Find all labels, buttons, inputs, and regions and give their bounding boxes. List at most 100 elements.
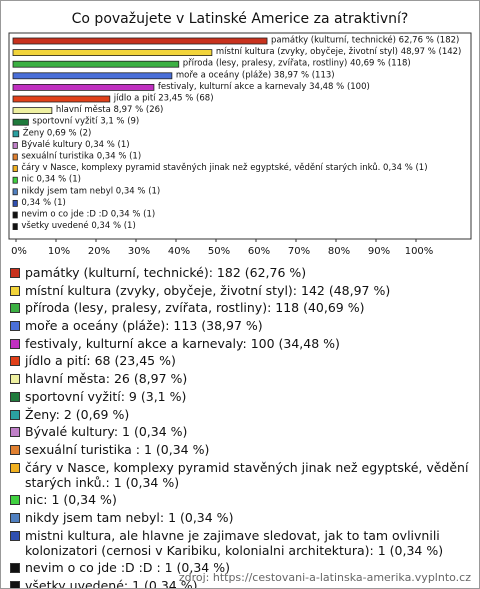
legend-swatch xyxy=(10,581,20,588)
legend-label: Bývalé kultury: 1 (0,34 %) xyxy=(25,424,188,440)
value-label: památky (kulturní, technické) 62,76 % (1… xyxy=(271,35,459,46)
legend-label: mistni kultura, ale hlavne je zajimave s… xyxy=(25,527,444,558)
bar xyxy=(12,188,18,196)
x-tick-label: 100% xyxy=(405,246,434,257)
legend-label: čáry v Nasce, komplexy pyramid stavěných… xyxy=(25,459,469,490)
legend-label: jídlo a pití: 68 (23,45 %) xyxy=(25,353,176,369)
legend-swatch xyxy=(10,374,20,385)
legend-label: příroda (lesy, pralesy, zvířata, rostlin… xyxy=(25,300,365,316)
bar xyxy=(12,107,53,114)
value-label: nevim o co jde :D :D 0,34 % (1) xyxy=(21,210,155,220)
legend-item: sexuální turistika : 1 (0,34 %) xyxy=(9,442,471,457)
x-tick-label: 70% xyxy=(288,246,310,257)
legend-label: hlavní města: 26 (8,97 %) xyxy=(25,371,188,387)
value-label: Ženy 0,69 % (2) xyxy=(23,126,92,138)
legend-item: nic: 1 (0,34 %) xyxy=(9,492,471,507)
bar xyxy=(12,84,155,91)
legend-swatch xyxy=(10,321,20,332)
legend-item: místní kultura (zvyky, obyčeje, životní … xyxy=(9,283,471,298)
legend-swatch xyxy=(10,285,20,296)
bar xyxy=(12,211,18,219)
chart: Co považujete v Latinské Americe za atra… xyxy=(8,11,472,257)
legend-swatch xyxy=(10,444,20,455)
value-label: sportovní vyžití 3,1 % (9) xyxy=(32,117,139,127)
legend-item: Bývalé kultury: 1 (0,34 %) xyxy=(9,424,471,439)
legend-swatch xyxy=(10,427,20,438)
legend-label: všetky uvedené: 1 (0,34 %) xyxy=(25,578,198,589)
legend-label: nevim o co jde :D :D : 1 (0,34 %) xyxy=(25,560,230,576)
bar xyxy=(12,165,18,173)
bar xyxy=(12,223,18,231)
bar xyxy=(12,141,18,149)
source: zdroj: https://cestovani-a-latinska-amer… xyxy=(178,571,471,584)
legend-swatch xyxy=(10,530,20,541)
value-label: čáry v Nasce, komplexy pyramid stavěných… xyxy=(21,162,427,173)
value-label: místní kultura (zvyky, obyčeje, životní … xyxy=(216,46,461,57)
value-label: Bývalé kultury 0,34 % (1) xyxy=(21,139,129,150)
legend-label: místní kultura (zvyky, obyčeje, životní … xyxy=(25,282,391,298)
legend-swatch xyxy=(10,495,20,506)
value-label: 0,34 % (1) xyxy=(21,198,65,208)
chart-title: Co považujete v Latinské Americe za atra… xyxy=(72,11,409,27)
bar xyxy=(12,72,173,80)
legend-label: nikdy jsem tam nebyl: 1 (0,34 %) xyxy=(25,509,234,525)
bar xyxy=(12,37,268,45)
bar xyxy=(12,153,18,161)
x-tick-label: 50% xyxy=(208,246,230,257)
legend-item: festivaly, kulturní akce a karnevaly: 10… xyxy=(9,336,471,351)
legend-label: památky (kulturní, technické): 182 (62,7… xyxy=(25,265,307,280)
legend-item: mistni kultura, ale hlavne je zajimave s… xyxy=(9,528,471,558)
value-label: moře a oceány (pláže) 38,97 % (113) xyxy=(176,70,335,80)
value-label: hlavní města 8,97 % (26) xyxy=(56,105,163,115)
legend-item: příroda (lesy, pralesy, zvířata, rostlin… xyxy=(9,300,471,315)
legend-item: památky (kulturní, technické): 182 (62,7… xyxy=(9,265,471,280)
x-tick-label: 40% xyxy=(168,246,190,257)
legend-item: moře a oceány (pláže): 113 (38,97 %) xyxy=(9,318,471,333)
legend-swatch xyxy=(10,409,20,420)
legend-swatch xyxy=(10,563,20,574)
legend-swatch xyxy=(10,338,20,349)
bar xyxy=(12,199,18,207)
legend-item: nikdy jsem tam nebyl: 1 (0,34 %) xyxy=(9,510,471,525)
legend-item: jídlo a pití: 68 (23,45 %) xyxy=(9,353,471,368)
bar xyxy=(12,60,180,68)
legend-swatch xyxy=(10,462,20,473)
value-label: jídlo a pití 23,45 % (68) xyxy=(113,94,214,104)
legend-item: hlavní města: 26 (8,97 %) xyxy=(9,371,471,386)
value-label: nic 0,34 % (1) xyxy=(21,175,81,185)
legend-item: čáry v Nasce, komplexy pyramid stavěných… xyxy=(9,460,471,490)
legend-label: festivaly, kulturní akce a karnevaly: 10… xyxy=(25,335,340,351)
x-tick-label: 20% xyxy=(88,246,110,257)
legend-swatch xyxy=(10,268,20,278)
x-tick-label: 30% xyxy=(128,246,150,257)
legend-swatch xyxy=(10,356,20,367)
legend: památky (kulturní, technické): 182 (62,7… xyxy=(9,265,471,589)
value-label: všetky uvedené 0,34 % (1) xyxy=(21,220,135,231)
bar xyxy=(12,130,20,138)
bar xyxy=(12,176,18,184)
legend-swatch xyxy=(10,391,20,402)
bar xyxy=(12,49,213,56)
value-label: příroda (lesy, pralesy, zvířata, rostlin… xyxy=(183,59,411,69)
x-tick-label: 90% xyxy=(368,246,390,257)
legend-swatch xyxy=(10,512,20,523)
value-label: festivaly, kulturní akce a karnevaly 34,… xyxy=(158,82,370,92)
bar xyxy=(12,118,29,126)
x-tick-label: 10% xyxy=(48,246,70,257)
x-tick-label: 60% xyxy=(248,246,270,257)
legend-label: Ženy: 2 (0,69 %) xyxy=(25,406,130,422)
value-label: nikdy jsem tam nebyl 0,34 % (1) xyxy=(21,186,160,196)
legend-label: moře a oceány (pláže): 113 (38,97 %) xyxy=(25,318,263,334)
value-label: sexuální turistika 0,34 % (1) xyxy=(21,152,141,162)
legend-item: Ženy: 2 (0,69 %) xyxy=(9,407,471,422)
legend-label: nic: 1 (0,34 %) xyxy=(25,492,117,508)
legend-item: sportovní vyžití: 9 (3,1 %) xyxy=(9,389,471,404)
legend-label: sportovní vyžití: 9 (3,1 %) xyxy=(25,388,187,404)
legend-item: všetky uvedené: 1 (0,34 %) xyxy=(9,578,471,589)
legend-item: nevim o co jde :D :D : 1 (0,34 %) xyxy=(9,560,471,575)
x-tick-label: 80% xyxy=(328,246,350,257)
legend-swatch xyxy=(10,303,20,314)
x-tick-label: 0% xyxy=(11,246,27,257)
bar xyxy=(12,95,111,103)
